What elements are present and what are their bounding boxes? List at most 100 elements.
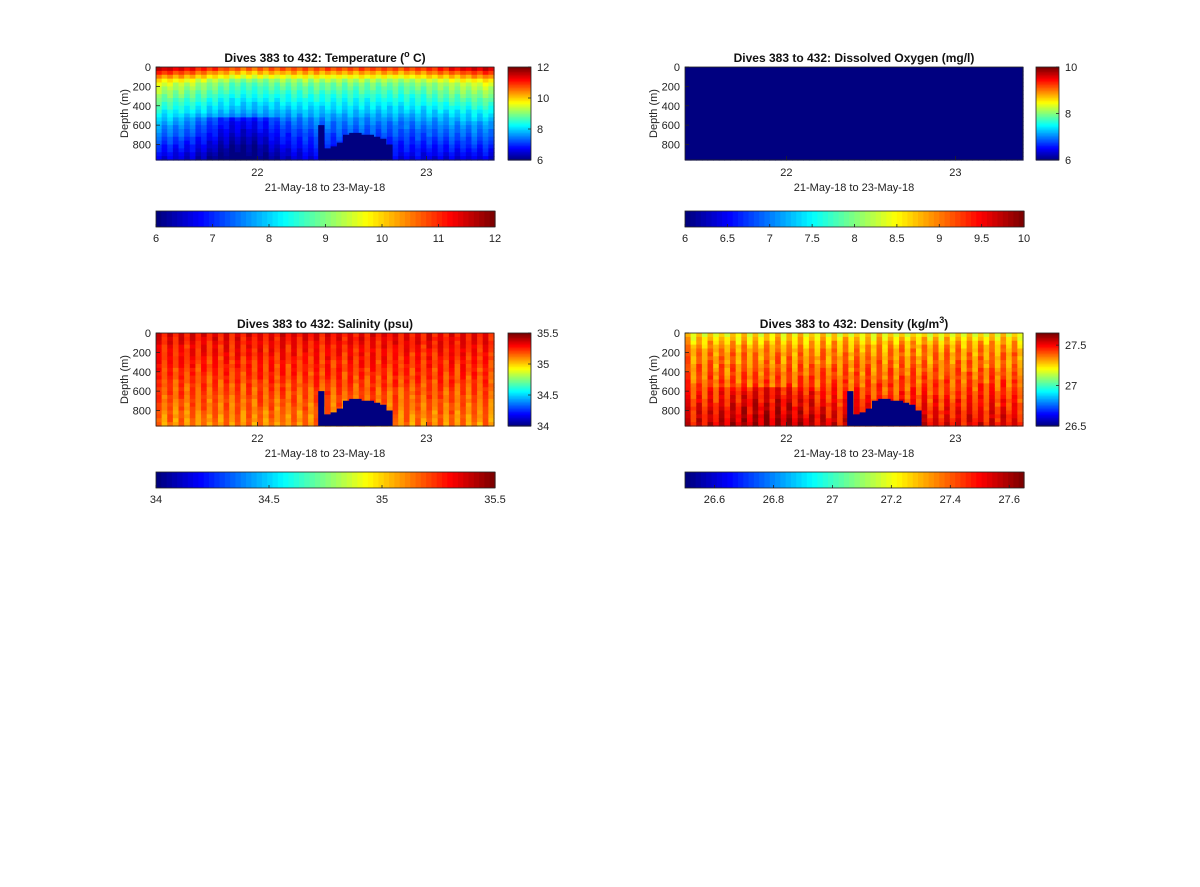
heatmap-cell <box>201 121 208 126</box>
heatmap-cell <box>364 82 371 87</box>
heatmap-cell <box>837 129 844 134</box>
heatmap-cell <box>201 371 208 377</box>
heatmap-cell <box>1011 152 1018 157</box>
heatmap-cell <box>696 402 703 408</box>
heatmap-cell <box>189 422 197 427</box>
heatmap-cell <box>820 156 827 161</box>
heatmap-cell <box>313 117 320 122</box>
heatmap-cell <box>955 86 962 91</box>
heatmap-cell <box>364 356 371 361</box>
heatmap-cell <box>268 379 275 384</box>
heatmap-cell <box>381 105 388 111</box>
heatmap-cell <box>842 113 849 118</box>
colorbar-bottom-swatch <box>949 211 956 227</box>
heatmap-cell <box>882 129 889 134</box>
heatmap-cell <box>797 70 804 76</box>
heatmap-cell <box>246 344 253 350</box>
heatmap-cell <box>319 340 326 346</box>
heatmap-cell <box>341 333 349 338</box>
colorbar-right-swatch <box>1036 122 1059 125</box>
heatmap-cell <box>167 391 174 396</box>
heatmap-cell <box>246 148 253 153</box>
heatmap-cell <box>701 98 709 103</box>
heatmap-cell <box>263 410 270 415</box>
heatmap-cell <box>195 336 202 342</box>
heatmap-cell <box>685 98 692 103</box>
heatmap-cell <box>156 152 163 157</box>
heatmap-cell <box>409 414 416 419</box>
heatmap-cell <box>370 344 377 350</box>
heatmap-cell <box>353 391 360 396</box>
heatmap-cell <box>285 364 292 369</box>
heatmap-cell <box>296 352 304 357</box>
heatmap-cell <box>358 109 366 115</box>
heatmap-cell <box>437 410 444 415</box>
heatmap-cell <box>769 105 776 111</box>
heatmap-cell <box>201 340 208 346</box>
colorbar-right-swatch <box>508 351 531 354</box>
heatmap-cell <box>336 352 343 357</box>
heatmap-cell <box>921 74 928 80</box>
heatmap-cell <box>308 352 315 357</box>
colorbar-bottom-swatch <box>785 211 792 227</box>
heatmap-cell <box>899 113 906 118</box>
heatmap-cell <box>859 117 866 122</box>
heatmap-cell <box>223 356 230 361</box>
heatmap-cell <box>217 336 225 342</box>
heatmap-cell <box>989 94 996 99</box>
heatmap-cell <box>837 94 844 99</box>
heatmap-cell <box>156 82 163 87</box>
heatmap-cell <box>808 101 816 107</box>
heatmap-cell <box>465 414 473 419</box>
heatmap-cell <box>690 379 697 384</box>
heatmap-cell <box>488 414 495 419</box>
heatmap-cell <box>189 367 197 373</box>
heatmap-cell <box>291 364 298 369</box>
colorbar-right-swatch <box>1036 133 1059 136</box>
heatmap-cell <box>808 78 816 84</box>
heatmap-cell <box>477 86 484 91</box>
heatmap-cell <box>325 367 332 373</box>
heatmap-cell <box>229 117 236 122</box>
heatmap-cell <box>392 132 399 138</box>
heatmap-cell <box>820 121 827 126</box>
heatmap-cell <box>432 398 439 404</box>
heatmap-cell <box>263 387 270 392</box>
heatmap-cell <box>735 78 742 84</box>
heatmap-cell <box>718 70 726 76</box>
heatmap-cell <box>696 98 703 103</box>
colorbar-right-swatch <box>508 93 531 96</box>
heatmap-cell <box>156 74 163 80</box>
heatmap-cell <box>432 117 439 122</box>
heatmap-cell <box>887 109 895 115</box>
heatmap-cell <box>718 136 726 142</box>
heatmap-cell <box>178 67 185 72</box>
heatmap-cell <box>189 70 197 76</box>
heatmap-cell <box>690 391 697 396</box>
heatmap-cell <box>854 74 861 80</box>
colorbar-right-swatch <box>508 101 531 104</box>
heatmap-cell <box>353 383 360 388</box>
heatmap-cell <box>465 348 473 353</box>
heatmap-cell <box>279 144 287 149</box>
heatmap-cell <box>870 78 878 84</box>
heatmap-cell <box>392 379 399 384</box>
heatmap-cell <box>195 78 202 84</box>
heatmap-cell <box>268 391 275 396</box>
heatmap-cell <box>763 121 771 126</box>
heatmap-cell <box>831 125 838 130</box>
heatmap-cell <box>319 74 326 80</box>
heatmap-cell <box>808 156 816 161</box>
colorbar-right-swatch <box>1036 77 1059 80</box>
heatmap-cell <box>448 113 456 118</box>
heatmap-cell <box>448 402 456 408</box>
heatmap-cell <box>859 140 866 146</box>
heatmap-cell <box>713 364 720 369</box>
heatmap-cell <box>454 367 461 373</box>
heatmap-cell <box>454 414 461 419</box>
heatmap-cell <box>178 391 185 396</box>
heatmap-cell <box>178 414 185 419</box>
heatmap-cell <box>212 105 219 111</box>
heatmap-cell <box>983 105 990 111</box>
heatmap-cell <box>690 360 697 365</box>
